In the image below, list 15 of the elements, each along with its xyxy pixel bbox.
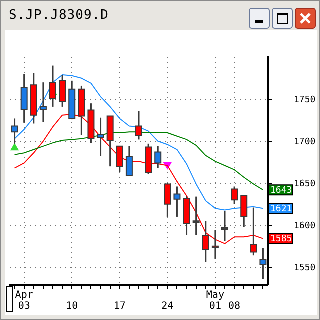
x-tick-label: 17	[114, 301, 126, 312]
x-tick-label: 08	[228, 301, 241, 312]
x-tick-label: 10	[66, 301, 78, 312]
data-label: 1643	[270, 186, 292, 196]
y-tick-label: 1650	[294, 180, 316, 190]
x-tick-label: May 01	[206, 290, 224, 312]
y-tick-label: 1700	[294, 138, 316, 148]
data-label: 1585	[270, 234, 292, 245]
data-label: 1621	[270, 204, 292, 214]
y-tick-label: 1600	[294, 222, 316, 232]
y-tick-label: 1550	[294, 264, 316, 274]
y-tick-label: 1750	[294, 96, 316, 106]
x-tick-label: 24	[162, 301, 174, 312]
chart-title: S.JP.J8309.D	[9, 8, 109, 23]
x-tick-label: Apr 03	[15, 290, 34, 312]
